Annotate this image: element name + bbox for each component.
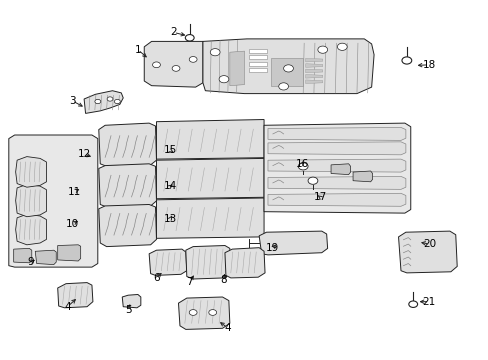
Polygon shape	[185, 246, 230, 279]
Text: 14: 14	[163, 181, 177, 192]
Text: 17: 17	[313, 192, 326, 202]
Text: 3: 3	[69, 96, 76, 106]
Circle shape	[208, 310, 216, 315]
Circle shape	[307, 177, 317, 184]
Text: 12: 12	[77, 149, 91, 159]
Polygon shape	[156, 198, 264, 238]
Polygon shape	[305, 64, 322, 67]
Polygon shape	[9, 135, 98, 267]
Circle shape	[408, 301, 417, 307]
Polygon shape	[99, 164, 156, 207]
Polygon shape	[249, 62, 266, 66]
Circle shape	[278, 83, 288, 90]
Circle shape	[114, 99, 120, 104]
Polygon shape	[259, 231, 327, 255]
Polygon shape	[203, 39, 373, 94]
Text: 4: 4	[224, 323, 230, 333]
Circle shape	[283, 65, 293, 72]
Text: 18: 18	[422, 60, 435, 70]
Text: 6: 6	[153, 273, 160, 283]
Polygon shape	[267, 142, 405, 155]
Polygon shape	[398, 231, 456, 273]
Polygon shape	[99, 204, 156, 247]
Polygon shape	[99, 123, 156, 166]
Polygon shape	[264, 123, 410, 213]
Text: 19: 19	[265, 243, 279, 253]
Polygon shape	[305, 80, 322, 84]
Circle shape	[337, 43, 346, 50]
Polygon shape	[58, 283, 93, 308]
Polygon shape	[14, 248, 32, 263]
Polygon shape	[229, 51, 244, 86]
Polygon shape	[156, 158, 264, 199]
Polygon shape	[144, 41, 203, 87]
Text: 13: 13	[163, 214, 177, 224]
Polygon shape	[305, 58, 322, 62]
Text: 21: 21	[422, 297, 435, 307]
Polygon shape	[16, 157, 46, 187]
Circle shape	[185, 35, 194, 41]
Circle shape	[107, 97, 113, 101]
Polygon shape	[178, 297, 229, 329]
Polygon shape	[352, 171, 372, 182]
Text: 9: 9	[27, 257, 34, 267]
Circle shape	[219, 76, 228, 83]
Polygon shape	[122, 294, 141, 308]
Polygon shape	[249, 49, 266, 53]
Polygon shape	[330, 164, 350, 175]
Polygon shape	[267, 193, 405, 206]
Text: 7: 7	[186, 276, 193, 287]
Text: 8: 8	[220, 275, 227, 285]
Circle shape	[210, 49, 220, 56]
Polygon shape	[305, 75, 322, 78]
Polygon shape	[16, 214, 46, 245]
Polygon shape	[271, 58, 303, 86]
Text: 15: 15	[163, 145, 177, 156]
Polygon shape	[84, 91, 123, 113]
Circle shape	[189, 310, 197, 315]
Polygon shape	[35, 250, 56, 265]
Polygon shape	[267, 176, 405, 189]
Text: 10: 10	[66, 219, 79, 229]
Circle shape	[317, 46, 327, 53]
Polygon shape	[224, 248, 264, 278]
Text: 5: 5	[124, 305, 131, 315]
Circle shape	[189, 57, 197, 62]
Text: 1: 1	[134, 45, 141, 55]
Polygon shape	[149, 249, 186, 275]
Circle shape	[401, 57, 411, 64]
Polygon shape	[267, 159, 405, 172]
Polygon shape	[58, 245, 81, 261]
Circle shape	[95, 99, 101, 104]
Text: 16: 16	[295, 159, 308, 169]
Text: 2: 2	[170, 27, 177, 37]
Circle shape	[298, 163, 307, 170]
Circle shape	[172, 66, 180, 71]
Text: 11: 11	[67, 186, 81, 197]
Text: 20: 20	[422, 239, 435, 249]
Polygon shape	[267, 127, 405, 140]
Polygon shape	[156, 120, 264, 159]
Polygon shape	[305, 69, 322, 73]
Polygon shape	[249, 68, 266, 72]
Polygon shape	[249, 55, 266, 59]
Circle shape	[152, 62, 160, 68]
Polygon shape	[16, 184, 46, 217]
Text: 4: 4	[64, 302, 71, 312]
